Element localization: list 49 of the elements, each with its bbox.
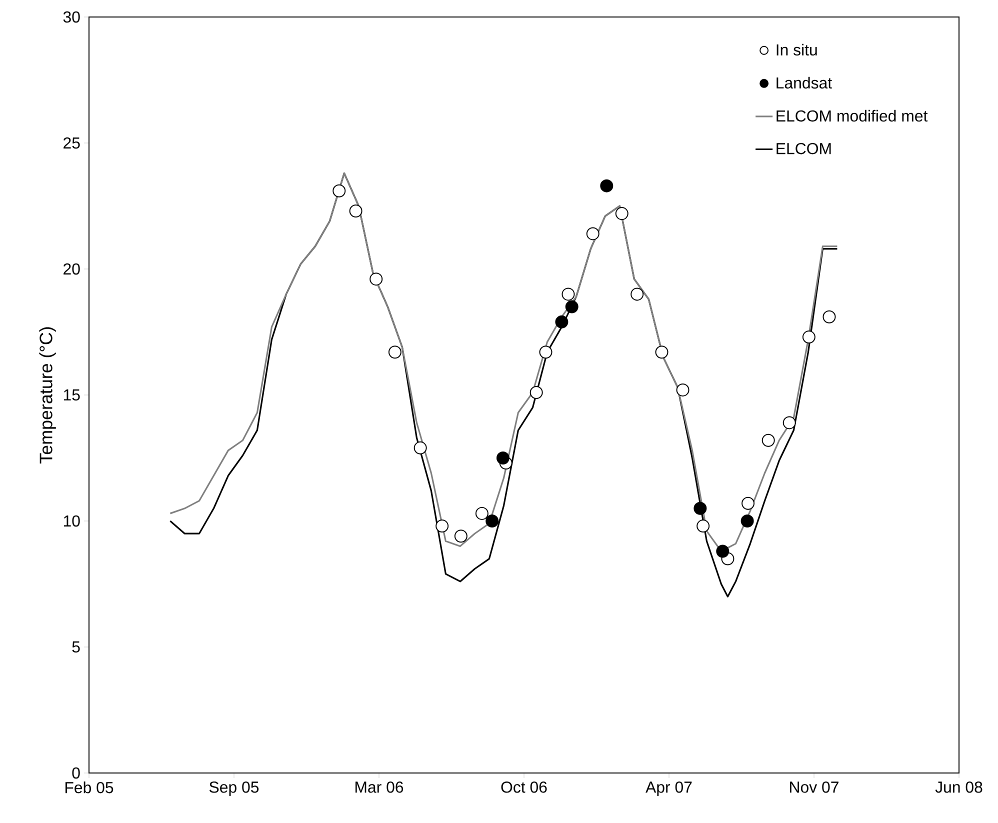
point [630,288,644,301]
point [436,520,449,533]
legend-label: Landsat [776,76,832,89]
point [496,451,510,464]
point [676,383,690,396]
point [586,227,600,240]
point [332,184,346,198]
point [454,530,468,543]
point [555,315,568,328]
x-tick-label: Mar 06 [356,782,404,793]
point [782,416,796,430]
x-tick-label: Sep 05 [209,782,259,796]
point [802,330,816,344]
point [716,544,730,558]
point [740,514,754,528]
x-tick-label: Oct 06 [501,782,547,793]
point [696,520,710,533]
point [475,506,488,520]
point [349,204,362,218]
point [370,272,383,286]
point [388,346,402,359]
point [615,207,628,220]
point [742,496,755,510]
point [600,179,614,192]
point [486,514,499,528]
y-tick-label: 5 [72,641,80,653]
legend-label: ELCOM modified met [776,110,928,122]
point [762,434,775,447]
y-tick-label: 10 [64,515,80,527]
x-tick-label: Apr 07 [646,782,692,796]
point [655,346,668,359]
y-tick-label: 0 [72,767,80,779]
y-tick-label: 20 [64,263,80,275]
point [539,346,552,359]
point [822,310,836,324]
point [565,300,578,314]
point [694,502,707,515]
legend-label: In situ [776,44,817,56]
y-axis-title: Temperature (°C) [39,327,56,464]
point [562,288,575,301]
y-tick-label: 30 [63,11,80,23]
y-tick-label: 25 [64,137,80,149]
x-tick-label: Jun 08 [935,782,982,793]
legend-label: ELCOM [776,142,831,154]
x-tick-label: Nov 07 [790,782,838,793]
x-tick-label: Feb 05 [66,782,114,794]
point [530,386,543,399]
y-tick-label: 15 [64,389,80,401]
point [414,441,427,454]
